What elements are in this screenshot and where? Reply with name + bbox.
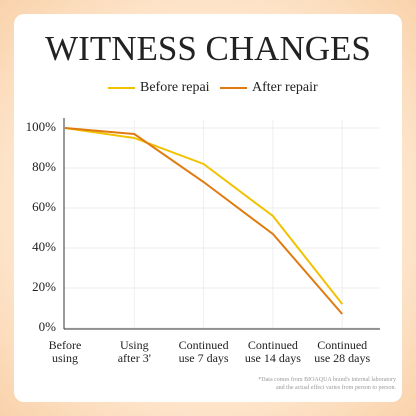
x-tick-label: Before using	[48, 338, 82, 365]
legend-label: After repair	[252, 80, 318, 95]
x-tick-label: Continued use 7 days	[178, 338, 229, 365]
series-line	[64, 127, 343, 315]
chart-title: WITNESS CHANGES	[45, 29, 371, 68]
y-tick-label: 80%	[32, 159, 56, 174]
x-tick-label: Continued use 14 days	[244, 338, 301, 365]
y-tick-label: 20%	[32, 279, 56, 294]
legend-label: Before repai	[140, 80, 210, 95]
y-tick-label: 0%	[39, 319, 57, 334]
y-tick-label: 100%	[26, 119, 57, 134]
x-tick-label: Continued use 28 days	[314, 338, 371, 365]
x-tick-label: Using after 3'	[117, 338, 151, 365]
y-tick-label: 60%	[32, 199, 56, 214]
footnote: *Data comes from BIOAQUA brand's interna…	[258, 377, 396, 391]
series-line	[64, 127, 343, 305]
y-tick-label: 40%	[32, 239, 56, 254]
